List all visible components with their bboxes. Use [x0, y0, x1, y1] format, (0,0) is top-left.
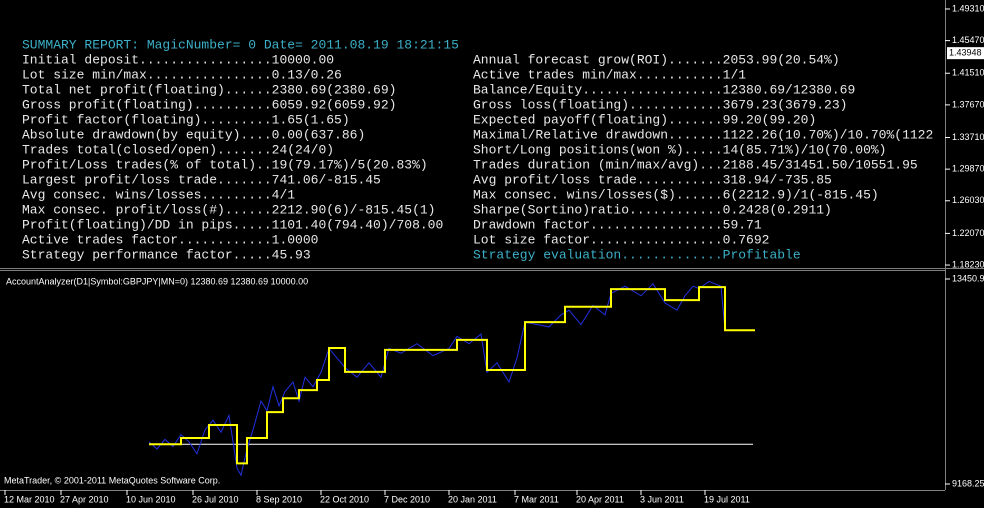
- report-line: Active trades factor............1.0000: [22, 232, 318, 247]
- series-line: [149, 286, 755, 465]
- report-line: Expected payoff(floating).......99.20(99…: [473, 112, 816, 127]
- report-line: Largest profit/loss trade.......741.06/-…: [22, 172, 381, 187]
- price-tick-label: 1.45470: [952, 35, 984, 45]
- report-line: Total net profit(floating)......2380.69(…: [22, 82, 396, 97]
- report-line: Balance/Equity..................12380.69…: [473, 82, 855, 97]
- price-tick-label: 1.41510: [952, 68, 984, 78]
- price-tick-label: 1.49310: [952, 3, 984, 13]
- report-line: Drawdown factor.................59.71: [473, 217, 762, 232]
- report-line: Profit factor(floating).........1.65(1.6…: [22, 112, 350, 127]
- y-tick-label: 9168.25: [952, 478, 984, 488]
- report-line: Avg profit/loss trade...........318.94/-…: [473, 172, 832, 187]
- price-tick-label: 1.37670: [952, 99, 984, 109]
- report-line: Strategy performance factor.....45.93: [22, 247, 311, 262]
- report-line: Annual forecast grow(ROI).......2053.99(…: [473, 52, 840, 67]
- series-line: [148, 280, 755, 477]
- price-tick-label: 1.22070: [952, 228, 984, 238]
- price-tick-label: 1.18230: [952, 259, 984, 269]
- report-header: SUMMARY REPORT: MagicNumber= 0 Date= 201…: [22, 37, 459, 52]
- report-line: Avg consec. wins/losses.........4/1: [22, 187, 295, 202]
- price-tick-label: 1.29870: [952, 164, 984, 174]
- report-line: Gross loss(floating)............3679.23(…: [473, 97, 847, 112]
- report-line: Max consec. wins/losses($)......6(2212.9…: [473, 187, 879, 202]
- price-tick-label: 1.26030: [952, 195, 984, 205]
- x-tick-label: 20 Jan 2011: [448, 494, 497, 504]
- report-line: Gross profit(floating)..........6059.92(…: [22, 97, 396, 112]
- report-line: Short/Long positions(won %).....14(85.71…: [473, 142, 886, 157]
- x-tick-label: 12 Mar 2010: [4, 494, 55, 504]
- y-tick-label: 13450.90: [952, 273, 984, 283]
- report-line: Lot size min/max................0.13/0.2…: [22, 67, 342, 82]
- report-line: Trades duration (min/max/avg)...2188.45/…: [473, 157, 918, 172]
- report-line: Strategy evaluation.............Profitab…: [473, 247, 801, 262]
- report-line: Lot size factor.................0.7692: [473, 232, 769, 247]
- price-tick-label: 1.33710: [952, 132, 984, 142]
- report-line: Max consec. profit/loss(#)......2212.90(…: [22, 202, 435, 217]
- x-tick-label: 20 Apr 2011: [576, 494, 624, 504]
- x-tick-label: 19 Jul 2011: [704, 494, 750, 504]
- report-line: Trades total(closed/open).......24(24/0): [22, 142, 334, 157]
- report-line: Absolute drawdown(by equity)....0.00(637…: [22, 127, 365, 142]
- x-tick-label: 10 Jun 2010: [126, 494, 176, 504]
- current-price-box: [947, 47, 984, 60]
- current-price-label: 1.43948: [949, 48, 982, 58]
- report-line: Profit(floating)/DD in pips.....1101.40(…: [22, 217, 443, 232]
- x-tick-label: 26 Jul 2010: [192, 494, 239, 504]
- report-line: Profit/Loss trades(% of total)..19(79.17…: [22, 157, 428, 172]
- x-tick-label: 7 Dec 2010: [384, 494, 430, 504]
- copyright: MetaTrader, © 2001-2011 MetaQuotes Softw…: [4, 475, 220, 485]
- x-tick-label: 3 Jun 2011: [640, 494, 684, 504]
- x-tick-label: 27 Apr 2010: [60, 494, 109, 504]
- indicator-label: AccountAnalyzer(D1|Symbol:GBPJPY|MN=0) 1…: [6, 276, 308, 286]
- x-tick-label: 8 Sep 2010: [256, 494, 302, 504]
- report-line: Active trades min/max...........1/1: [473, 67, 746, 82]
- report-line: Sharpe(Sortino)ratio............0.2428(0…: [473, 202, 832, 217]
- x-tick-label: 7 Mar 2011: [514, 494, 559, 504]
- report-line: Initial deposit.................10000.00: [22, 52, 334, 67]
- report-line: Maximal/Relative drawdown.......1122.26(…: [473, 127, 933, 142]
- x-tick-label: 22 Oct 2010: [320, 494, 369, 504]
